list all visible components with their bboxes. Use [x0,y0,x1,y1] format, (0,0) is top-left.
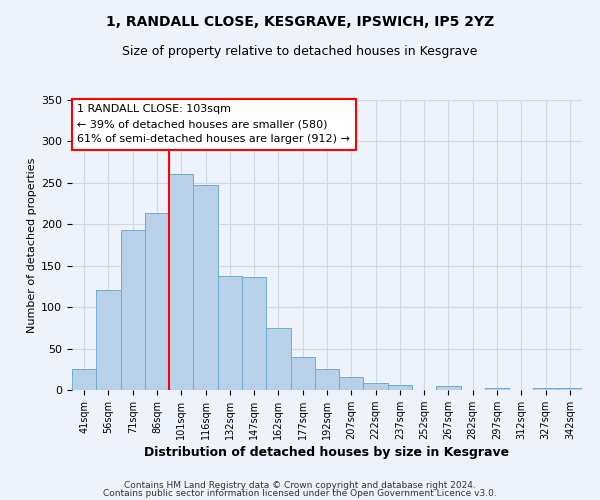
Bar [364,384,388,390]
Bar [558,388,582,390]
Bar [436,386,461,390]
Bar [193,186,218,390]
Bar [315,370,339,390]
Text: 1 RANDALL CLOSE: 103sqm
← 39% of detached houses are smaller (580)
61% of semi-d: 1 RANDALL CLOSE: 103sqm ← 39% of detache… [77,104,350,144]
Bar [218,276,242,390]
Bar [485,388,509,390]
X-axis label: Distribution of detached houses by size in Kesgrave: Distribution of detached houses by size … [145,446,509,459]
Bar [145,212,169,390]
Text: 1, RANDALL CLOSE, KESGRAVE, IPSWICH, IP5 2YZ: 1, RANDALL CLOSE, KESGRAVE, IPSWICH, IP5… [106,15,494,29]
Bar [290,357,315,390]
Bar [72,370,96,390]
Bar [242,278,266,390]
Text: Contains HM Land Registry data © Crown copyright and database right 2024.: Contains HM Land Registry data © Crown c… [124,481,476,490]
Text: Contains public sector information licensed under the Open Government Licence v3: Contains public sector information licen… [103,488,497,498]
Bar [96,290,121,390]
Bar [388,385,412,390]
Text: Size of property relative to detached houses in Kesgrave: Size of property relative to detached ho… [122,45,478,58]
Bar [121,230,145,390]
Bar [169,174,193,390]
Y-axis label: Number of detached properties: Number of detached properties [27,158,37,332]
Bar [533,388,558,390]
Bar [266,328,290,390]
Bar [339,376,364,390]
